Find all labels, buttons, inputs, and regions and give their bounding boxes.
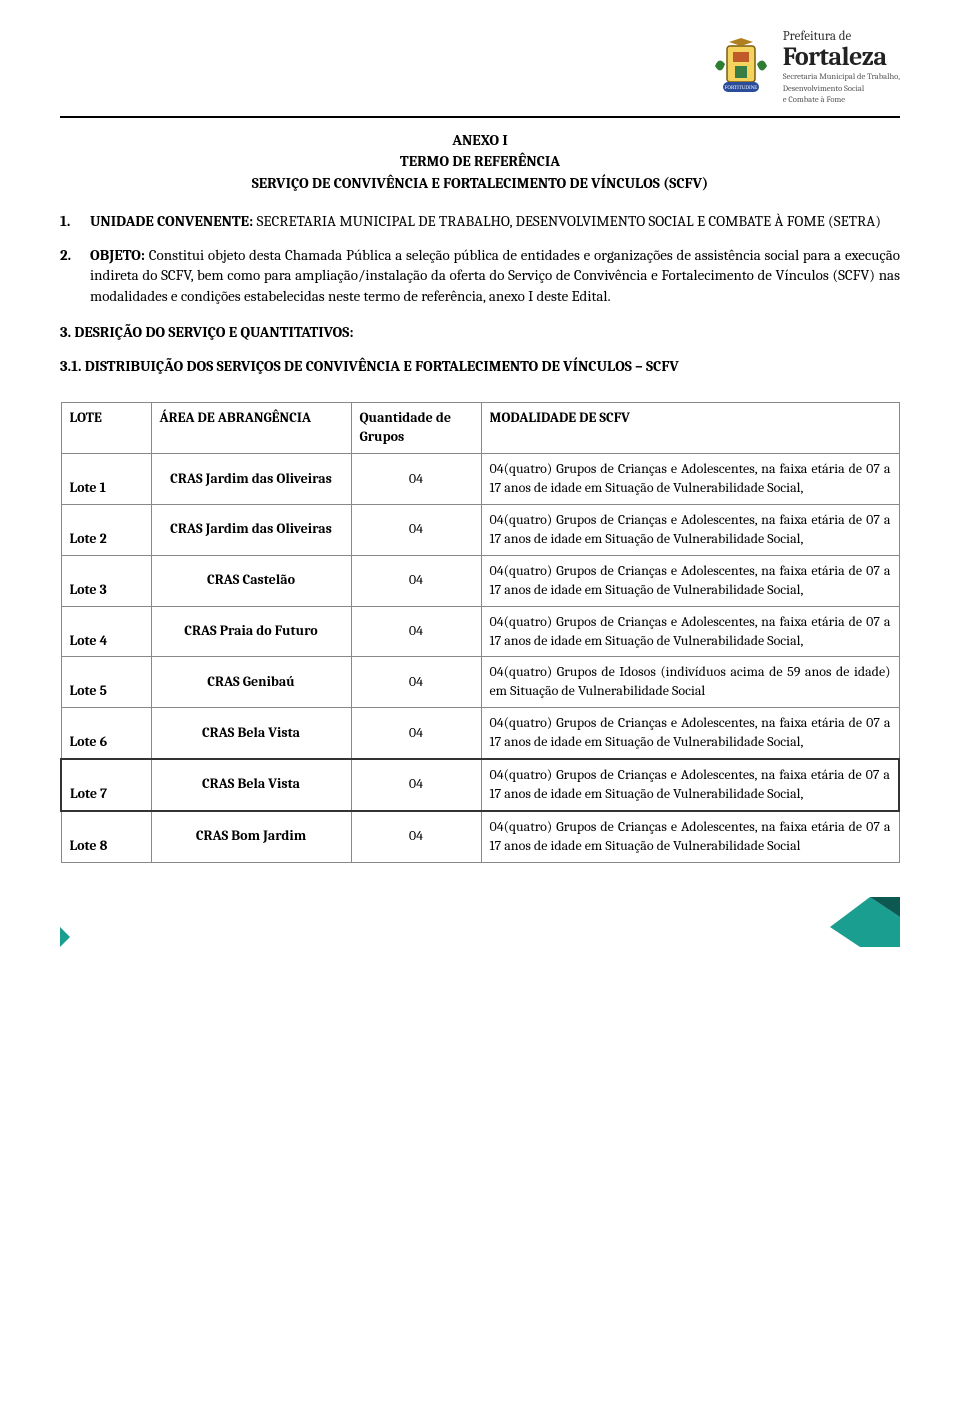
cell-mod: 04(quatro) Grupos de Idosos (indivíduos …: [481, 657, 899, 708]
col-area: ÁREA DE ABRANGÊNCIA: [151, 403, 351, 454]
cell-area: CRAS Bom Jardim: [151, 811, 351, 862]
table-row: Lote 3 CRAS Castelão 04 04(quatro) Grupo…: [61, 555, 899, 606]
cell-qty: 04: [351, 811, 481, 862]
footer-chevron-left-icon: [60, 927, 74, 952]
cell-lote: Lote 7: [61, 759, 151, 811]
section-3-heading: 3. DESRIÇÃO DO SERVIÇO E QUANTITATIVOS:: [60, 322, 900, 342]
item-1-text: SECRETARIA MUNICIPAL DE TRABALHO, DESENV…: [253, 212, 881, 230]
table-row-highlighted: Lote 7 CRAS Bela Vista 04 04(quatro) Gru…: [61, 759, 899, 811]
cell-mod: 04(quatro) Grupos de Crianças e Adolesce…: [481, 811, 899, 862]
table-row: Lote 2 CRAS Jardim das Oliveiras 04 04(q…: [61, 505, 899, 556]
title-line2: TERMO DE REFERÊNCIA: [60, 151, 900, 171]
footer-decoration: [60, 913, 900, 953]
table-header-row: LOTE ÁREA DE ABRANGÊNCIA Quantidade de G…: [61, 403, 899, 454]
cell-lote: Lote 3: [61, 555, 151, 606]
cell-area: CRAS Jardim das Oliveiras: [151, 454, 351, 505]
city-crest-icon: FORTITUDINE: [709, 36, 773, 100]
cell-mod: 04(quatro) Grupos de Crianças e Adolesce…: [481, 555, 899, 606]
cell-mod: 04(quatro) Grupos de Crianças e Adolesce…: [481, 454, 899, 505]
logo-subtitle-3: e Combate à Fome: [783, 96, 900, 106]
table-row: Lote 5 CRAS Genibaú 04 04(quatro) Grupos…: [61, 657, 899, 708]
cell-qty: 04: [351, 606, 481, 657]
cell-qty: 04: [351, 708, 481, 759]
col-lote: LOTE: [61, 403, 151, 454]
cell-lote: Lote 6: [61, 708, 151, 759]
table-row: Lote 8 CRAS Bom Jardim 04 04(quatro) Gru…: [61, 811, 899, 862]
footer-corner-right-icon: [830, 897, 900, 952]
header-logo-block: FORTITUDINE Prefeitura de Fortaleza Secr…: [60, 30, 900, 106]
item-2-label: OBJETO:: [90, 246, 145, 264]
cell-lote: Lote 8: [61, 811, 151, 862]
item-2-text: Constitui objeto desta Chamada Pública a…: [90, 246, 900, 305]
cell-lote: Lote 2: [61, 505, 151, 556]
distribution-table: LOTE ÁREA DE ABRANGÊNCIA Quantidade de G…: [60, 402, 900, 862]
cell-mod: 04(quatro) Grupos de Crianças e Adolesce…: [481, 606, 899, 657]
item-1-label: UNIDADE CONVENENTE:: [90, 212, 253, 230]
title-block: ANEXO I TERMO DE REFERÊNCIA SERVIÇO DE C…: [60, 130, 900, 193]
col-qty: Quantidade de Grupos: [351, 403, 481, 454]
title-line1: ANEXO I: [60, 130, 900, 150]
cell-lote: Lote 4: [61, 606, 151, 657]
cell-qty: 04: [351, 454, 481, 505]
cell-area: CRAS Genibaú: [151, 657, 351, 708]
item-2: 2. OBJETO: Constitui objeto desta Chamad…: [90, 245, 900, 306]
numbered-list: 1. UNIDADE CONVENENTE: SECRETARIA MUNICI…: [60, 211, 900, 306]
divider-top: [60, 116, 900, 118]
table-row: Lote 1 CRAS Jardim das Oliveiras 04 04(q…: [61, 454, 899, 505]
cell-mod: 04(quatro) Grupos de Crianças e Adolesce…: [481, 708, 899, 759]
cell-qty: 04: [351, 505, 481, 556]
item-1-number: 1.: [60, 211, 70, 231]
title-line3: SERVIÇO DE CONVIVÊNCIA E FORTALECIMENTO …: [60, 173, 900, 193]
logo-subtitle-1: Secretaria Municipal de Trabalho,: [783, 73, 900, 83]
svg-text:FORTITUDINE: FORTITUDINE: [724, 86, 757, 91]
item-2-number: 2.: [60, 245, 71, 265]
table-row: Lote 4 CRAS Praia do Futuro 04 04(quatro…: [61, 606, 899, 657]
section-3-1-heading: 3.1. DISTRIBUIÇÃO DOS SERVIÇOS DE CONVIV…: [60, 356, 900, 376]
col-mod: MODALIDADE DE SCFV: [481, 403, 899, 454]
cell-mod: 04(quatro) Grupos de Crianças e Adolesce…: [481, 505, 899, 556]
cell-area: CRAS Bela Vista: [151, 759, 351, 811]
cell-lote: Lote 1: [61, 454, 151, 505]
logo-text: Prefeitura de Fortaleza Secretaria Munic…: [783, 30, 900, 106]
cell-area: CRAS Bela Vista: [151, 708, 351, 759]
cell-qty: 04: [351, 657, 481, 708]
item-1: 1. UNIDADE CONVENENTE: SECRETARIA MUNICI…: [90, 211, 900, 231]
logo-city-name: Fortaleza: [783, 44, 900, 71]
cell-qty: 04: [351, 555, 481, 606]
cell-qty: 04: [351, 759, 481, 811]
logo-subtitle-2: Desenvolvimento Social: [783, 85, 900, 95]
cell-area: CRAS Castelão: [151, 555, 351, 606]
cell-area: CRAS Jardim das Oliveiras: [151, 505, 351, 556]
cell-area: CRAS Praia do Futuro: [151, 606, 351, 657]
table-row: Lote 6 CRAS Bela Vista 04 04(quatro) Gru…: [61, 708, 899, 759]
cell-lote: Lote 5: [61, 657, 151, 708]
cell-mod: 04(quatro) Grupos de Crianças e Adolesce…: [481, 759, 899, 811]
